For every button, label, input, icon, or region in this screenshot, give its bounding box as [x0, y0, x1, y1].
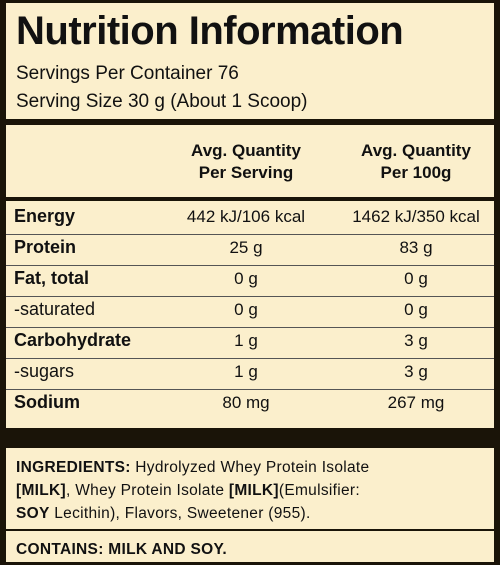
ingredient-text: (Emulsifier: — [278, 482, 360, 499]
serving-size: Serving Size 30 g (About 1 Scoop) — [16, 91, 308, 112]
column-header: Per 100g — [380, 163, 452, 182]
row-label: Sodium — [14, 392, 80, 412]
row-label: Protein — [14, 237, 77, 257]
cell: 3 g — [404, 331, 428, 350]
cell: 1 g — [234, 362, 258, 381]
cell: 0 g — [234, 300, 258, 319]
cell: 442 kJ/106 kcal — [186, 207, 306, 226]
ingredients-line: SOY Lecithin), Flavors, Sweetener (955). — [16, 505, 311, 523]
column-header: Per Serving — [198, 163, 294, 182]
row-rule — [6, 296, 494, 297]
ingredient-text: , Whey Protein Isolate — [66, 482, 229, 499]
cell: 1 g — [234, 331, 258, 350]
title: Nutrition Information — [16, 9, 404, 53]
row-label: -sugars — [14, 361, 75, 381]
ingredient-text: Lecithin), Flavors, Sweetener (955). — [49, 505, 311, 522]
cell: 1462 kJ/350 kcal — [352, 207, 480, 226]
divider — [6, 529, 494, 531]
divider — [6, 119, 494, 125]
contains: CONTAINS: MILK AND SOY. — [16, 541, 227, 558]
ingredient-text: Hydrolyzed Whey Protein Isolate — [130, 459, 370, 476]
cell: 0 g — [234, 269, 258, 288]
row-rule — [6, 358, 494, 359]
ingredient-text: [MILK] — [228, 482, 279, 499]
row-label: Carbohydrate — [14, 330, 132, 350]
ingredients-line: [MILK], Whey Protein Isolate [MILK](Emul… — [16, 482, 360, 500]
cell: 25 g — [229, 238, 263, 257]
ingredients-line: INGREDIENTS: Hydrolyzed Whey Protein Iso… — [16, 459, 369, 477]
ingredient-text: [MILK] — [16, 482, 67, 499]
cell: 83 g — [399, 238, 433, 257]
column-header: Avg. Quantity — [361, 141, 471, 160]
cell: 0 g — [404, 269, 428, 288]
servings: Servings Per Container 76 — [16, 63, 239, 84]
cell: 0 g — [404, 300, 428, 319]
row-rule — [6, 234, 494, 235]
column-header: Avg. Quantity — [191, 141, 301, 160]
cell: 80 mg — [222, 393, 270, 412]
ingredient-text: SOY — [16, 505, 50, 522]
cell: 3 g — [404, 362, 428, 381]
row-label: Fat, total — [14, 268, 89, 288]
row-label: Energy — [14, 206, 76, 226]
cell: 267 mg — [387, 393, 445, 412]
ingredient-text: INGREDIENTS: — [16, 459, 131, 476]
row-label: -saturated — [14, 299, 96, 319]
row-rule — [6, 389, 494, 390]
row-rule — [6, 265, 494, 266]
row-rule — [6, 327, 494, 328]
divider — [6, 197, 494, 201]
divider — [6, 428, 494, 448]
